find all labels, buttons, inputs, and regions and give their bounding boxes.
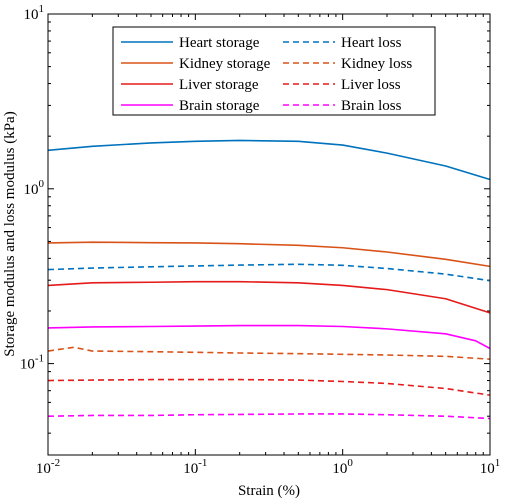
legend-label: Kidney storage (179, 56, 271, 72)
x-tick-labels: 10-2 10-1 100 101 (36, 457, 500, 477)
x-tick-base: 10 (332, 461, 347, 477)
series-line-liver-storage (47, 280, 491, 314)
series-line-heart-loss (47, 263, 491, 282)
y-tick-base: 10 (24, 182, 39, 198)
major-ticks (47, 13, 491, 455)
y-axis-title: Storage modulus and loss modulus (kPa) (2, 111, 18, 356)
x-tick-exponent: -1 (198, 457, 207, 469)
legend-label: Liver loss (341, 77, 401, 93)
y-tick-label: 101 (24, 3, 45, 23)
x-tick-exponent: 1 (495, 457, 501, 469)
series-line-liver-loss (47, 378, 491, 396)
legend-label: Brain storage (179, 98, 260, 114)
legend: Heart storage Heart loss Kidney storage Kid… (112, 26, 436, 116)
legend-label: Heart storage (179, 35, 260, 51)
y-tick-label: 10-1 (20, 353, 44, 373)
y-tick-exponent: 0 (39, 178, 45, 190)
y-tick-base: 10 (20, 357, 35, 373)
x-tick-label: 101 (480, 457, 501, 477)
x-tick-label: 10-2 (36, 457, 60, 477)
legend-label: Liver storage (179, 77, 259, 93)
legend-label: Heart loss (341, 35, 402, 51)
series-line-brain-loss (47, 413, 491, 420)
x-tick-base: 10 (183, 461, 198, 477)
x-tick-exponent: 0 (347, 457, 353, 469)
x-tick-base: 10 (480, 461, 495, 477)
series-line-kidney-storage (47, 241, 491, 268)
series-line-heart-storage (47, 139, 491, 181)
series-line-kidney-loss (47, 346, 491, 360)
y-tick-base: 10 (24, 7, 39, 23)
plot-frame (47, 13, 491, 456)
legend-label: Brain loss (341, 98, 402, 114)
y-tick-exponent: -1 (35, 353, 44, 365)
x-tick-exponent: -2 (51, 457, 60, 469)
x-tick-label: 10-1 (183, 457, 207, 477)
y-tick-exponent: 1 (39, 3, 45, 15)
y-tick-label: 100 (24, 178, 45, 198)
series-line-brain-storage (47, 324, 491, 350)
series-layer (47, 139, 491, 420)
x-tick-label: 100 (332, 457, 353, 477)
legend-label: Kidney loss (341, 56, 412, 72)
x-axis-title: Strain (%) (238, 483, 300, 499)
x-tick-base: 10 (36, 461, 51, 477)
